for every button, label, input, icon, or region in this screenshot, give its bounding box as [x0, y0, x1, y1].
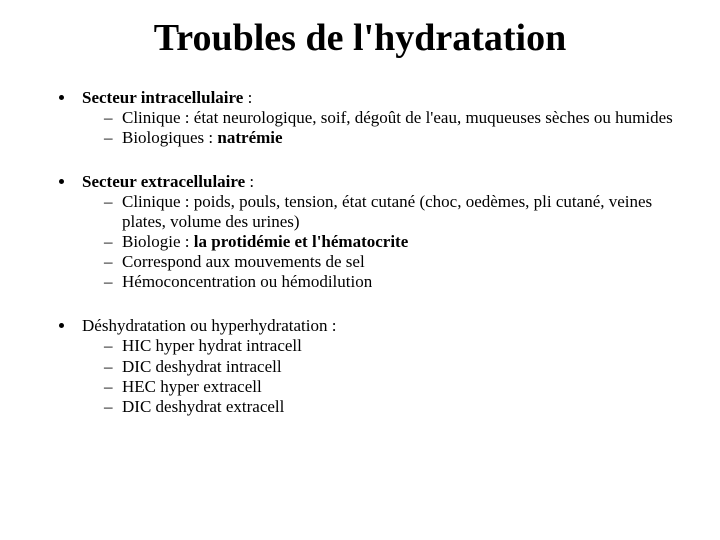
- bullet-list: Secteur intracellulaire : Clinique : éta…: [40, 88, 680, 417]
- section-3-sub-4-pre: DIC deshydrat extracell: [122, 397, 284, 416]
- section-2-sub-2: Biologie : la protidémie et l'hématocrit…: [104, 232, 680, 252]
- section-3-lead-after: Déshydratation ou hyperhydratation :: [82, 316, 336, 335]
- section-3-sub-2: DIC deshydrat intracell: [104, 357, 680, 377]
- section-1-subs: Clinique : état neurologique, soif, dégo…: [82, 108, 680, 148]
- section-2-sub-4: Hémoconcentration ou hémodilution: [104, 272, 680, 292]
- slide-title: Troubles de l'hydratation: [40, 16, 680, 60]
- section-2-sub-1-pre: Clinique : poids, pouls, tension, état c…: [122, 192, 652, 231]
- section-1-sub-1: Clinique : état neurologique, soif, dégo…: [104, 108, 680, 128]
- section-2-sub-3-pre: Correspond aux mouvements de sel: [122, 252, 365, 271]
- section-1-sub-2: Biologiques : natrémie: [104, 128, 680, 148]
- section-2-sub-3: Correspond aux mouvements de sel: [104, 252, 680, 272]
- section-3-sub-2-pre: DIC deshydrat intracell: [122, 357, 282, 376]
- section-2-sub-2-pre: Biologie :: [122, 232, 194, 251]
- section-2-sub-4-pre: Hémoconcentration ou hémodilution: [122, 272, 372, 291]
- section-1-sub-2-bold: natrémie: [217, 128, 282, 147]
- section-1-sub-2-pre: Biologiques :: [122, 128, 217, 147]
- section-3-sub-3: HEC hyper extracell: [104, 377, 680, 397]
- section-1-lead-bold: Secteur intracellulaire: [82, 88, 243, 107]
- section-1-lead-after: :: [243, 88, 252, 107]
- section-3-sub-4: DIC deshydrat extracell: [104, 397, 680, 417]
- section-3-sub-3-pre: HEC hyper extracell: [122, 377, 262, 396]
- section-1: Secteur intracellulaire : Clinique : éta…: [76, 88, 680, 148]
- section-2: Secteur extracellulaire : Clinique : poi…: [76, 172, 680, 292]
- section-2-sub-2-bold: la protidémie et l'hématocrite: [194, 232, 408, 251]
- section-1-sub-1-pre: Clinique : état neurologique, soif, dégo…: [122, 108, 673, 127]
- section-2-lead-bold: Secteur extracellulaire: [82, 172, 245, 191]
- section-3: Déshydratation ou hyperhydratation : HIC…: [76, 316, 680, 416]
- section-2-subs: Clinique : poids, pouls, tension, état c…: [82, 192, 680, 292]
- section-3-sub-1-pre: HIC hyper hydrat intracell: [122, 336, 302, 355]
- section-3-sub-1: HIC hyper hydrat intracell: [104, 336, 680, 356]
- slide: Troubles de l'hydratation Secteur intrac…: [0, 0, 720, 540]
- section-2-sub-1: Clinique : poids, pouls, tension, état c…: [104, 192, 680, 232]
- section-3-subs: HIC hyper hydrat intracell DIC deshydrat…: [82, 336, 680, 416]
- section-2-lead-after: :: [245, 172, 254, 191]
